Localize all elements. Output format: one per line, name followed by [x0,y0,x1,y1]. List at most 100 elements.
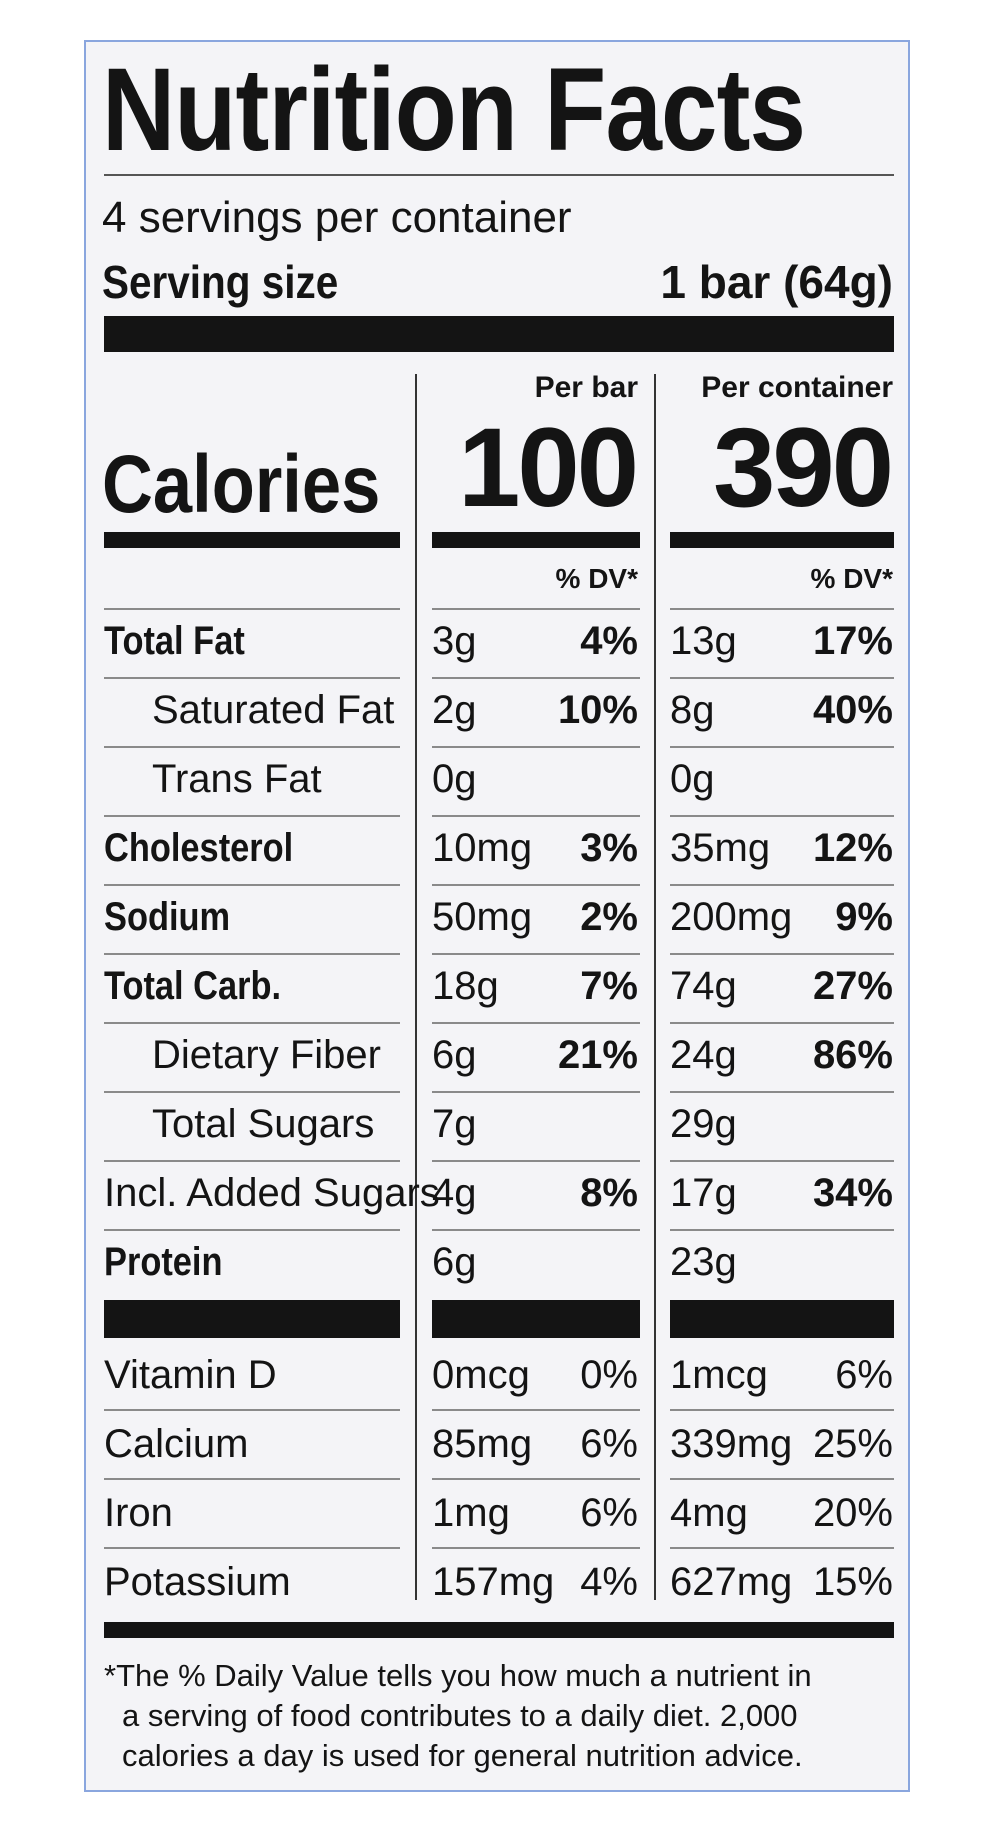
row-divider [670,1022,894,1024]
dv-header-per-bar: % DV* [555,563,638,594]
vitamin-label: Calcium [104,1422,249,1466]
per-bar-dv: 8% [580,1171,638,1215]
row-divider [670,884,894,886]
per-container-amount: 23g [670,1240,737,1284]
row-divider [104,677,400,679]
per-container-header: Per container [701,371,893,404]
calories-per-bar: 100 [458,405,639,530]
per-container-amount: 13g [670,619,737,663]
per-bar-dv: 7% [580,964,638,1008]
row-divider [432,1547,640,1549]
vitamin-separator-per-container [670,1300,894,1338]
per-bar-dv: 4% [580,1560,638,1604]
row-divider [104,1091,400,1093]
vitamin-separator-label [104,1300,400,1338]
per-container-amount: 0g [670,757,715,801]
row-divider [670,953,894,955]
row-divider [670,677,894,679]
thick-bar-bottom [104,1622,894,1638]
row-divider [670,1229,894,1231]
row-divider [670,1547,894,1549]
row-divider [432,953,640,955]
per-container-amount: 200mg [670,895,793,939]
vitamin-separator-per-bar [432,1300,640,1338]
per-bar-amount: 7g [432,1102,477,1146]
vitamin-label: Iron [104,1491,173,1535]
row-divider [670,1160,894,1162]
serving-size-value: 1 bar (64g) [660,256,893,308]
row-divider [432,1409,640,1411]
row-divider [432,815,640,817]
thick-bar-top [104,316,894,352]
per-container-amount: 627mg [670,1560,793,1604]
per-bar-amount: 50mg [432,895,533,939]
nutrient-label: Protein [104,1240,223,1284]
per-container-amount: 29g [670,1102,737,1146]
row-divider [104,815,400,817]
row-divider [670,1478,894,1480]
per-container-dv: 25% [812,1422,893,1466]
per-bar-amount: 18g [432,964,499,1008]
per-container-amount: 8g [670,688,715,732]
row-divider [104,608,400,610]
per-bar-amount: 0mcg [432,1353,530,1397]
per-container-dv: 6% [835,1353,893,1397]
per-bar-amount: 6g [432,1240,477,1284]
row-divider [104,1022,400,1024]
footnote-line: *The % Daily Value tells you how much a … [104,1658,812,1693]
per-bar-dv: 4% [580,619,638,663]
calories-per-container: 390 [713,405,894,530]
row-divider [104,884,400,886]
per-bar-amount: 10mg [432,826,533,870]
vitamin-label: Potassium [104,1560,291,1604]
per-container-dv: 34% [812,1171,893,1215]
dv-header-per-container: % DV* [810,563,893,594]
nutrient-label: Incl. Added Sugars [104,1171,440,1215]
row-divider [432,1478,640,1480]
per-bar-dv: 6% [580,1422,638,1466]
vitamin-label: Vitamin D [104,1353,277,1397]
nutrient-label: Dietary Fiber [152,1033,381,1077]
footnote-line: a serving of food contributes to a daily… [122,1698,798,1733]
title-divider [104,174,894,176]
per-bar-header: Per bar [534,371,638,404]
per-container-dv: 12% [812,826,893,870]
row-divider [104,1229,400,1231]
row-divider [670,1409,894,1411]
row-divider [432,1022,640,1024]
row-divider [104,1478,400,1480]
column-divider-right [654,374,656,1600]
row-divider [432,884,640,886]
row-divider [104,1409,400,1411]
per-container-dv: 40% [812,688,893,732]
row-divider [670,1091,894,1093]
per-bar-amount: 4g [432,1171,477,1215]
row-divider [432,746,640,748]
per-bar-dv: 6% [580,1491,638,1535]
per-bar-amount: 1mg [432,1491,510,1535]
per-container-amount: 35mg [670,826,771,870]
per-bar-dv: 3% [580,826,638,870]
per-bar-amount: 3g [432,619,477,663]
per-container-amount: 74g [670,964,737,1008]
row-divider [432,1229,640,1231]
row-divider [104,1160,400,1162]
row-divider [432,608,640,610]
row-divider [104,746,400,748]
per-container-amount: 1mcg [670,1353,768,1397]
calories-bar-per-container [670,532,894,548]
per-bar-amount: 85mg [432,1422,533,1466]
row-divider [104,953,400,955]
row-divider [670,746,894,748]
footnote-line: calories a day is used for general nutri… [122,1738,803,1773]
serving-size-label: Serving size [102,256,339,308]
row-divider [432,677,640,679]
per-bar-dv: 21% [557,1033,638,1077]
nutrient-label: Saturated Fat [152,688,395,732]
per-container-amount: 24g [670,1033,737,1077]
calories-bar-label [104,532,400,548]
servings-per-container: 4 servings per container [102,193,572,242]
nutrient-label: Total Fat [104,619,245,663]
per-container-dv: 27% [812,964,893,1008]
per-container-dv: 20% [812,1491,893,1535]
